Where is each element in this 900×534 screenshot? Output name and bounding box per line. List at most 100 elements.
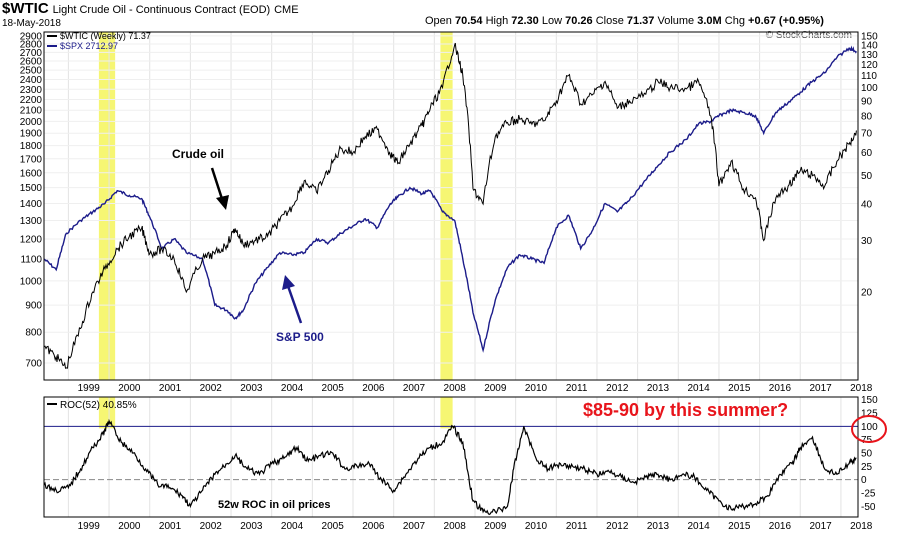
x-tick-label-roc: 2007 — [403, 521, 426, 532]
right-tick-label: 100 — [861, 83, 878, 94]
left-tick-label: 700 — [25, 358, 42, 369]
roc-legend-label: ROC(52) 40.85% — [60, 400, 137, 411]
x-tick-label-main: 2017 — [809, 383, 832, 394]
x-tick-label-main: 2002 — [200, 383, 223, 394]
right-tick-label: 130 — [861, 50, 878, 61]
close-label: Close — [595, 15, 624, 27]
right-tick-label: 50 — [861, 171, 873, 182]
left-tick-label: 1800 — [20, 141, 43, 152]
spx-annotation: S&P 500 — [276, 330, 324, 344]
spx-arrowhead — [282, 275, 295, 290]
volume-value: 3.0M — [697, 15, 722, 27]
roc-tick-label: 50 — [861, 449, 873, 460]
volume-label: Volume — [657, 15, 695, 27]
x-tick-label-roc: 2014 — [687, 521, 710, 532]
x-tick-label-roc: 2005 — [322, 521, 345, 532]
x-tick-label-main: 2008 — [444, 383, 467, 394]
left-tick-label: 2200 — [20, 95, 43, 106]
left-tick-label: 2000 — [20, 117, 43, 128]
left-tick-label: 2100 — [20, 106, 43, 117]
high-label: High — [485, 15, 509, 27]
roc-tick-label: 75 — [861, 435, 873, 446]
x-tick-label-main: 2016 — [769, 383, 792, 394]
x-tick-label-main: 2005 — [322, 383, 345, 394]
left-tick-label: 2400 — [20, 75, 43, 86]
forecast-annotation: $85-90 by this summer? — [583, 400, 788, 420]
left-tick-label: 1300 — [20, 216, 43, 227]
x-tick-label-main: 2007 — [403, 383, 426, 394]
right-tick-label: 70 — [861, 128, 873, 139]
crude-oil-arrowhead — [216, 195, 229, 210]
x-tick-label-main: 2011 — [566, 383, 588, 394]
left-tick-label: 2300 — [20, 85, 43, 96]
left-tick-label: 2900 — [20, 31, 43, 42]
low-label: Low — [541, 15, 563, 27]
left-tick-label: 1200 — [20, 234, 43, 245]
right-tick-label: 150 — [861, 32, 878, 43]
symbol-description: Light Crude Oil - Continuous Contract (E… — [52, 4, 271, 16]
x-tick-label-main: 1999 — [78, 383, 101, 394]
x-tick-label-roc: 2011 — [566, 521, 588, 532]
x-tick-label-roc: 2008 — [444, 521, 467, 532]
x-tick-label-main: 2009 — [484, 383, 507, 394]
left-tick-label: 1600 — [20, 168, 43, 179]
highlight-roc-1 — [440, 397, 453, 429]
left-tick-label: 2800 — [20, 40, 43, 51]
x-tick-label-roc: 2017 — [809, 521, 832, 532]
right-tick-label: 60 — [861, 148, 873, 159]
roc-tick-label: 125 — [861, 409, 878, 420]
roc-tick-label: 0 — [861, 475, 867, 486]
wtic-line — [43, 42, 857, 369]
x-tick-label-roc: 2000 — [118, 521, 141, 532]
right-tick-label: 140 — [861, 40, 878, 51]
right-tick-label: 110 — [861, 71, 877, 82]
left-tick-label: 1000 — [20, 276, 43, 287]
right-tick-label: 120 — [861, 60, 878, 71]
roc-tick-label: 25 — [861, 462, 873, 473]
roc-100-circle — [851, 415, 887, 443]
x-tick-label-main: 2018 — [850, 383, 873, 394]
x-tick-label-roc: 2006 — [362, 521, 385, 532]
highlight-layer — [98, 32, 453, 429]
x-tick-label-main: 2014 — [687, 383, 710, 394]
chg-value: +0.67 (+0.95%) — [748, 15, 824, 27]
x-tick-label-roc: 2010 — [525, 521, 548, 532]
x-tick-label-roc: 1999 — [78, 521, 101, 532]
high-value: 72.30 — [511, 15, 539, 27]
left-tick-label: 2600 — [20, 57, 43, 68]
x-tick-label-roc: 2003 — [240, 521, 263, 532]
x-tick-label-roc: 2002 — [200, 521, 223, 532]
roc-annotation: 52w ROC in oil prices — [218, 499, 330, 511]
left-tick-label: 800 — [25, 328, 42, 339]
x-tick-label-roc: 2004 — [281, 521, 304, 532]
highlight-roc-0 — [98, 397, 116, 429]
left-tick-label: 2700 — [20, 48, 43, 59]
x-tick-label-main: 2000 — [118, 383, 141, 394]
main-panel-frame — [43, 31, 859, 381]
right-tick-label: 80 — [861, 111, 873, 122]
crude-oil-arrow — [210, 167, 225, 203]
x-tick-label-main: 2012 — [606, 383, 629, 394]
open-label: Open — [425, 15, 452, 27]
x-tick-label-roc: 2015 — [728, 521, 751, 532]
ohlc-readout: Open 70.54 High 72.30 Low 70.26 Close 71… — [425, 15, 824, 27]
roc-line — [43, 418, 857, 516]
left-tick-label: 1500 — [20, 183, 43, 194]
left-tick-label: 900 — [25, 301, 42, 312]
right-tick-label: 40 — [861, 199, 873, 210]
x-tick-label-roc: 2018 — [850, 521, 873, 532]
right-tick-label: 20 — [861, 287, 873, 298]
chart-title: $WTIC Light Crude Oil - Continuous Contr… — [2, 0, 299, 17]
left-tick-label: 2500 — [20, 66, 43, 77]
close-value: 71.37 — [626, 15, 655, 27]
x-tick-label-main: 2013 — [647, 383, 670, 394]
tick-layer: 1999199920002000200120012002200220032003… — [20, 31, 878, 532]
open-value: 70.54 — [454, 15, 483, 27]
left-tick-label: 1100 — [20, 254, 42, 265]
right-tick-label: 30 — [861, 236, 873, 247]
right-tick-label: 90 — [861, 97, 873, 108]
x-tick-label-roc: 2012 — [606, 521, 629, 532]
low-value: 70.26 — [565, 15, 593, 27]
legend-layer: $WTIC (Weekly) 71.37$SPX 2712.97 ROC(52) … — [47, 31, 151, 411]
x-tick-label-main: 2015 — [728, 383, 751, 394]
